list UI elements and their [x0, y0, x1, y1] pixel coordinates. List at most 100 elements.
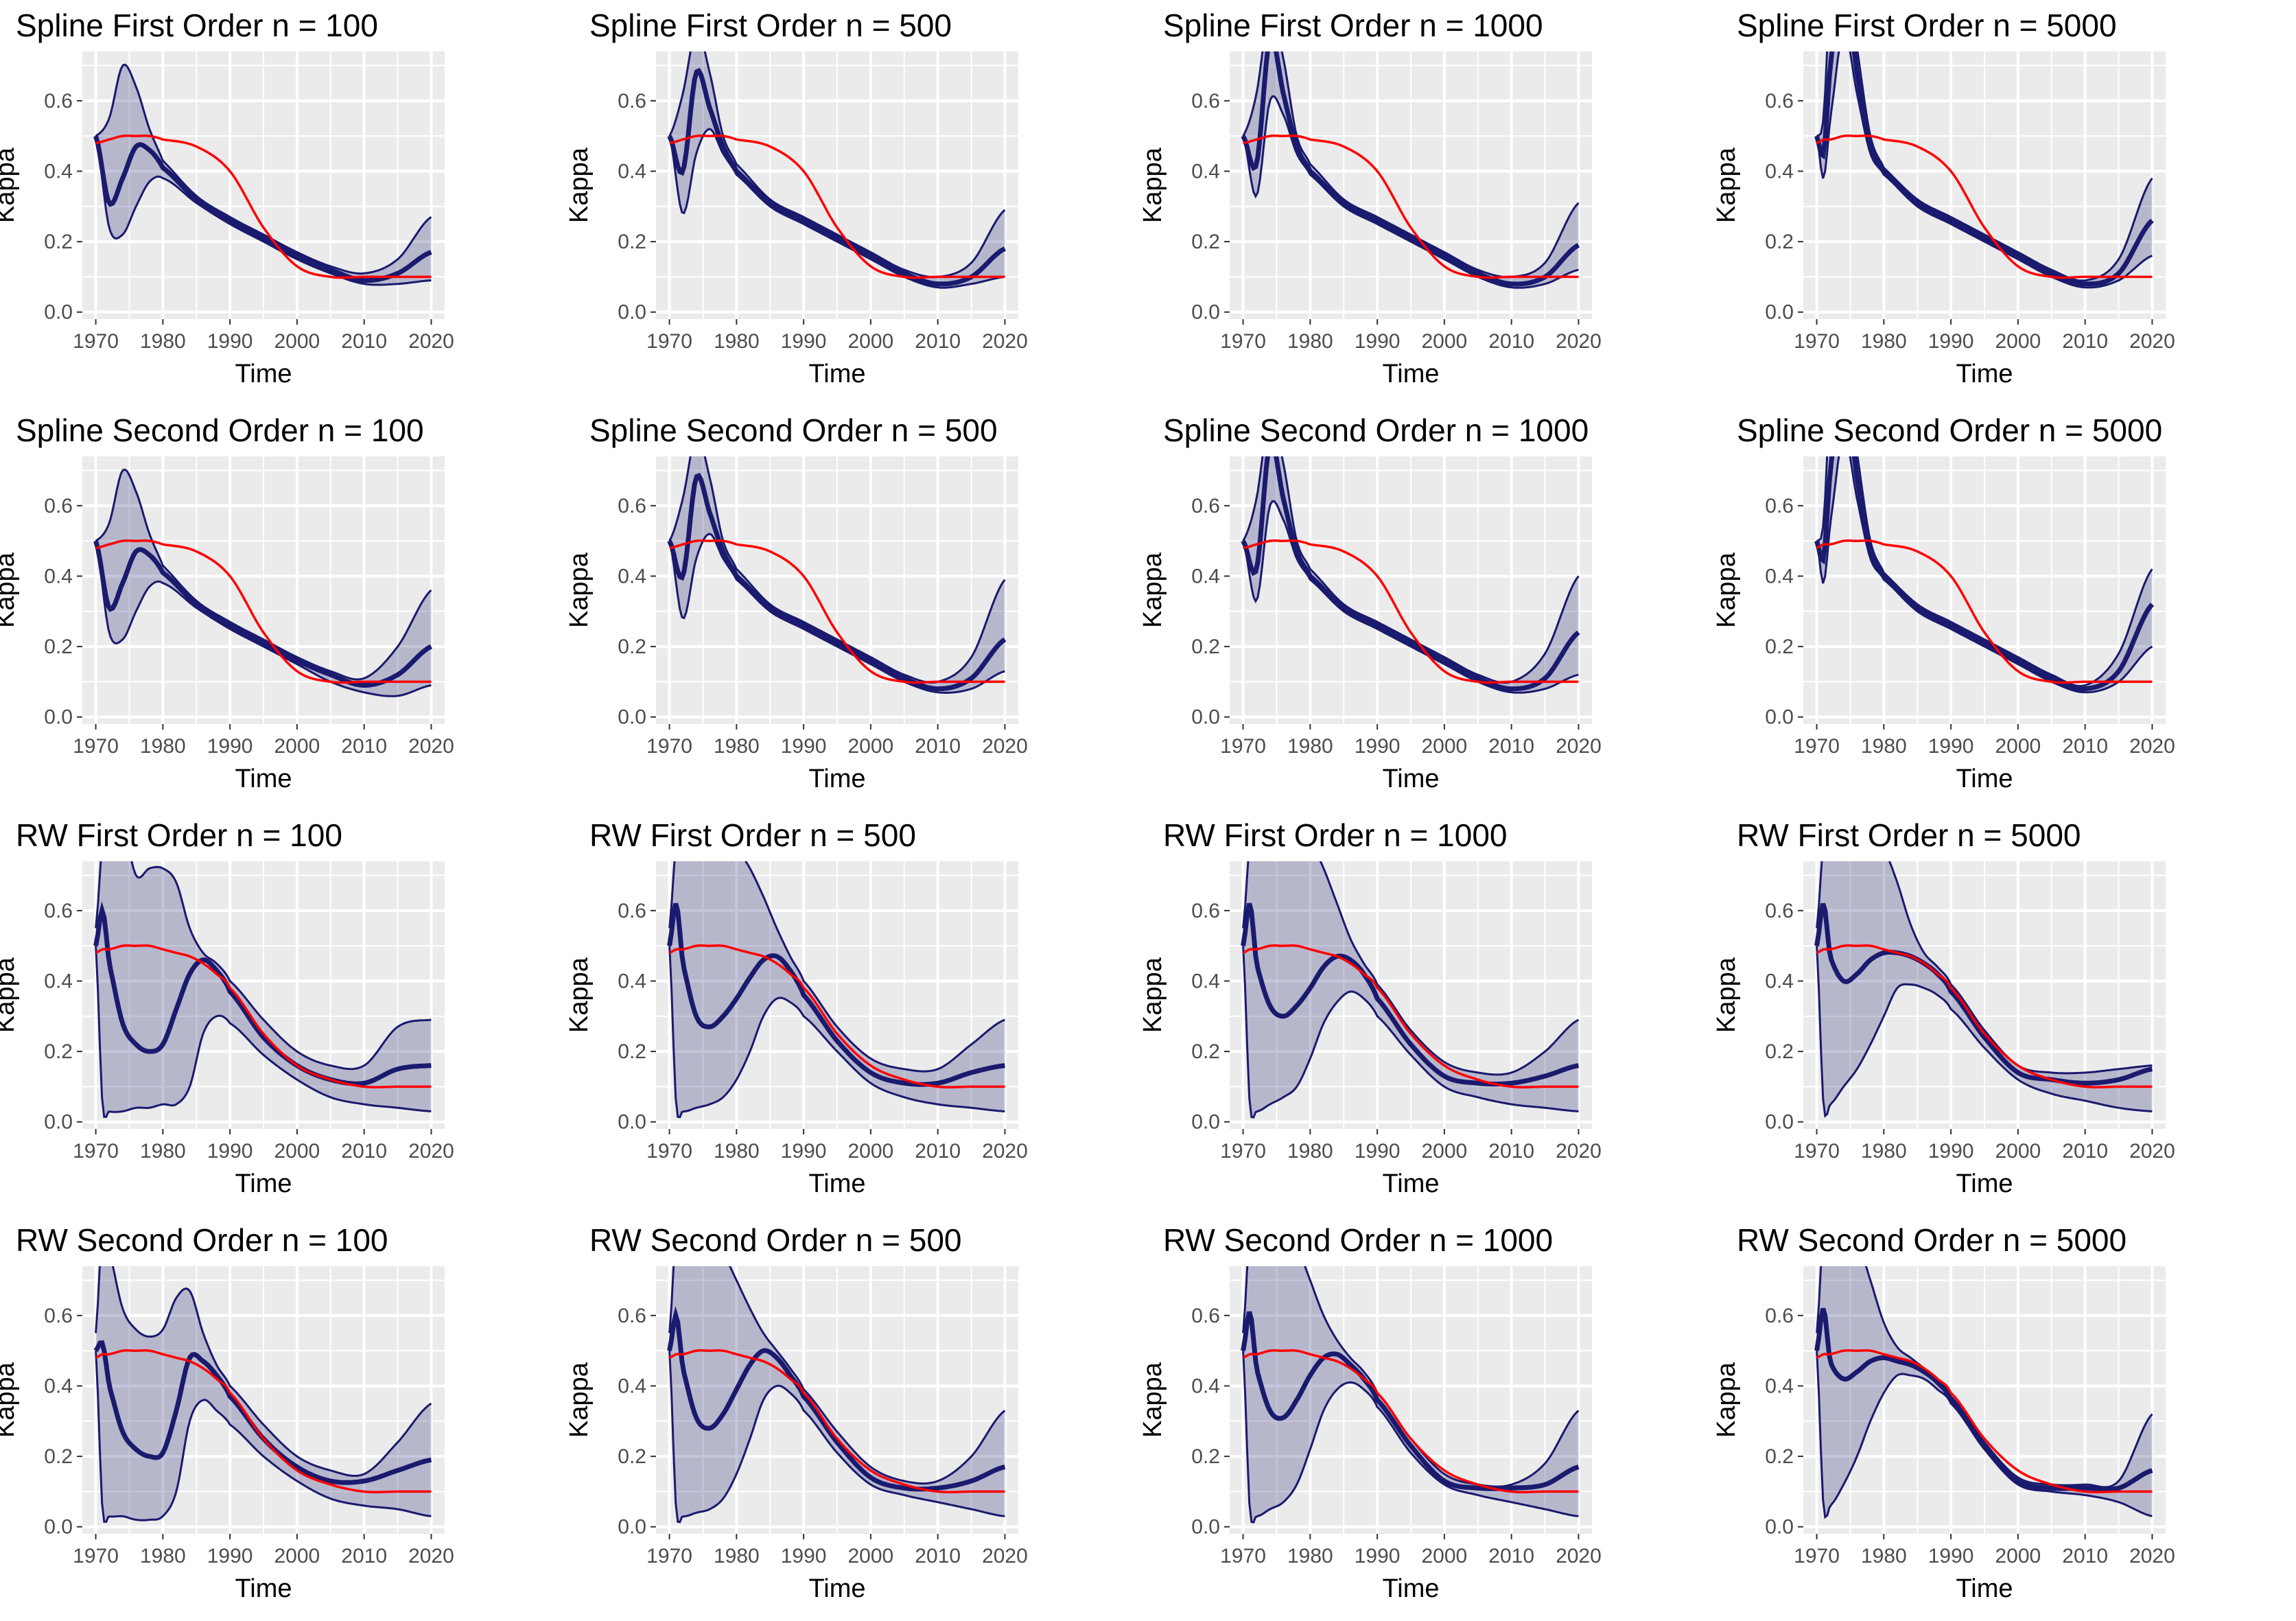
x-tick-label: 1990	[781, 735, 827, 758]
truth-line	[669, 539, 1005, 684]
y-tick-label: 0.2	[1765, 1445, 1794, 1468]
x-tick-label: 2000	[848, 1545, 894, 1567]
truth-line	[1243, 135, 1579, 279]
x-tick-label: 1970	[646, 1140, 692, 1163]
truth-line	[1242, 1349, 1579, 1493]
y-axis-title: Kappa	[1138, 552, 1167, 628]
x-tick-label: 2010	[1488, 735, 1534, 758]
x-tick-label: 1980	[140, 735, 186, 758]
panel-title: Spline First Order n = 100	[16, 8, 378, 43]
y-axis-title: Kappa	[1138, 957, 1167, 1033]
x-tick-label: 1970	[73, 1545, 119, 1567]
x-tick-label: 2000	[274, 1545, 320, 1567]
x-tick-label: 2020	[408, 1545, 454, 1567]
plot-area	[1241, 1266, 1580, 1524]
x-tick-label: 1990	[1928, 735, 1974, 758]
y-tick-label: 0.6	[1191, 90, 1220, 113]
y-tick-label: 0.0	[44, 301, 73, 324]
y-tick-label: 0.0	[618, 1111, 646, 1134]
y-tick-label: 0.0	[1191, 706, 1220, 729]
y-axis-title: Kappa	[1138, 1362, 1167, 1438]
y-tick-label: 0.4	[618, 160, 646, 183]
y-tick-label: 0.0	[618, 301, 646, 324]
x-axis-title: Time	[1382, 360, 1439, 388]
panel-title: RW Second Order n = 1000	[1163, 1222, 1553, 1258]
y-tick-label: 0.0	[44, 706, 73, 729]
plot-area	[93, 861, 432, 1118]
lower-bound-line	[1242, 1351, 1579, 1524]
y-tick-label: 0.6	[44, 1305, 73, 1327]
x-tick-label: 2010	[915, 1140, 961, 1163]
x-tick-label: 1970	[646, 330, 692, 353]
y-tick-label: 0.4	[1765, 160, 1794, 183]
y-axis-title: Kappa	[1712, 147, 1741, 223]
truth-line	[669, 135, 1005, 279]
x-tick-label: 2010	[341, 735, 387, 758]
x-tick-label: 2020	[408, 330, 454, 353]
lower-bound-line	[668, 1351, 1005, 1524]
upper-bound-line	[668, 51, 1006, 279]
x-tick-label: 2010	[2062, 1545, 2108, 1567]
truth-line	[1242, 944, 1579, 1088]
upper-bound-line	[1242, 861, 1580, 1076]
x-axis-title: Time	[1956, 1574, 2013, 1603]
x-tick-label: 2010	[2062, 330, 2108, 353]
x-tick-label: 1990	[1355, 1140, 1401, 1163]
credible-band	[669, 1266, 1005, 1522]
panel-13: 1970 1980 1990 2000 2010 2020 0.0 0.2 0.4 0.6 Time…	[0, 1222, 454, 1603]
x-tick-label: 2000	[274, 1140, 320, 1163]
y-axis-title: Kappa	[565, 957, 594, 1033]
x-axis-title: Time	[808, 765, 865, 793]
x-tick-label: 1990	[207, 330, 253, 353]
y-tick-label: 0.4	[44, 565, 73, 587]
x-tick-label: 1980	[1861, 1545, 1907, 1567]
estimate-line	[1241, 456, 1580, 692]
x-axis-title: Time	[1956, 360, 2013, 388]
x-tick-label: 1980	[714, 330, 760, 353]
plot-area	[1241, 861, 1580, 1119]
y-tick-label: 0.4	[618, 565, 646, 587]
x-tick-label: 2000	[1422, 735, 1468, 758]
x-axis-title: Time	[1382, 1169, 1439, 1198]
x-tick-label: 1980	[1287, 1545, 1333, 1567]
lower-bound-line	[668, 533, 1005, 695]
y-tick-label: 0.2	[618, 1445, 646, 1468]
y-tick-label: 0.2	[44, 1445, 73, 1468]
lower-bound-line	[668, 946, 1005, 1119]
y-tick-label: 0.6	[1191, 900, 1220, 922]
x-tick-label: 2000	[1422, 1545, 1468, 1567]
y-tick-label: 0.4	[618, 970, 646, 992]
plot-area	[667, 861, 1005, 1119]
x-tick-label: 1980	[1287, 330, 1333, 353]
x-tick-label: 1990	[1355, 735, 1401, 758]
x-tick-label: 2010	[915, 735, 961, 758]
x-axis-title: Time	[1382, 1574, 1439, 1603]
x-tick-label: 2020	[1556, 330, 1602, 353]
y-tick-label: 0.2	[1191, 635, 1220, 658]
x-tick-label: 2020	[982, 1140, 1028, 1163]
panel-10: 1970 1980 1990 2000 2010 2020 0.0 0.2 0.4 0.6 Time…	[565, 817, 1028, 1198]
lower-bound-line	[95, 1351, 432, 1523]
lower-bound-line	[95, 135, 432, 286]
x-tick-label: 2020	[1556, 1545, 1602, 1567]
x-tick-label: 2010	[915, 330, 961, 353]
x-axis-title: Time	[1956, 1169, 2013, 1198]
x-tick-label: 1980	[1861, 735, 1907, 758]
truth-line	[1816, 944, 2153, 1088]
panel-title: Spline Second Order n = 5000	[1737, 412, 2162, 448]
y-tick-label: 0.6	[1765, 90, 1794, 113]
upper-bound-line	[668, 861, 1005, 1073]
x-tick-label: 2000	[848, 735, 894, 758]
x-tick-label: 2010	[1488, 1545, 1534, 1567]
estimate-line	[667, 902, 1005, 1087]
panel-title: Spline First Order n = 5000	[1737, 8, 2117, 43]
x-tick-label: 1990	[1928, 1140, 1974, 1163]
x-axis-title: Time	[808, 360, 865, 388]
y-tick-label: 0.2	[44, 635, 73, 658]
lower-bound-line	[1816, 456, 2153, 694]
credible-band	[95, 861, 432, 1117]
x-axis-title: Time	[235, 360, 292, 388]
y-tick-label: 0.0	[1191, 301, 1220, 324]
y-tick-label: 0.6	[1765, 1305, 1794, 1327]
